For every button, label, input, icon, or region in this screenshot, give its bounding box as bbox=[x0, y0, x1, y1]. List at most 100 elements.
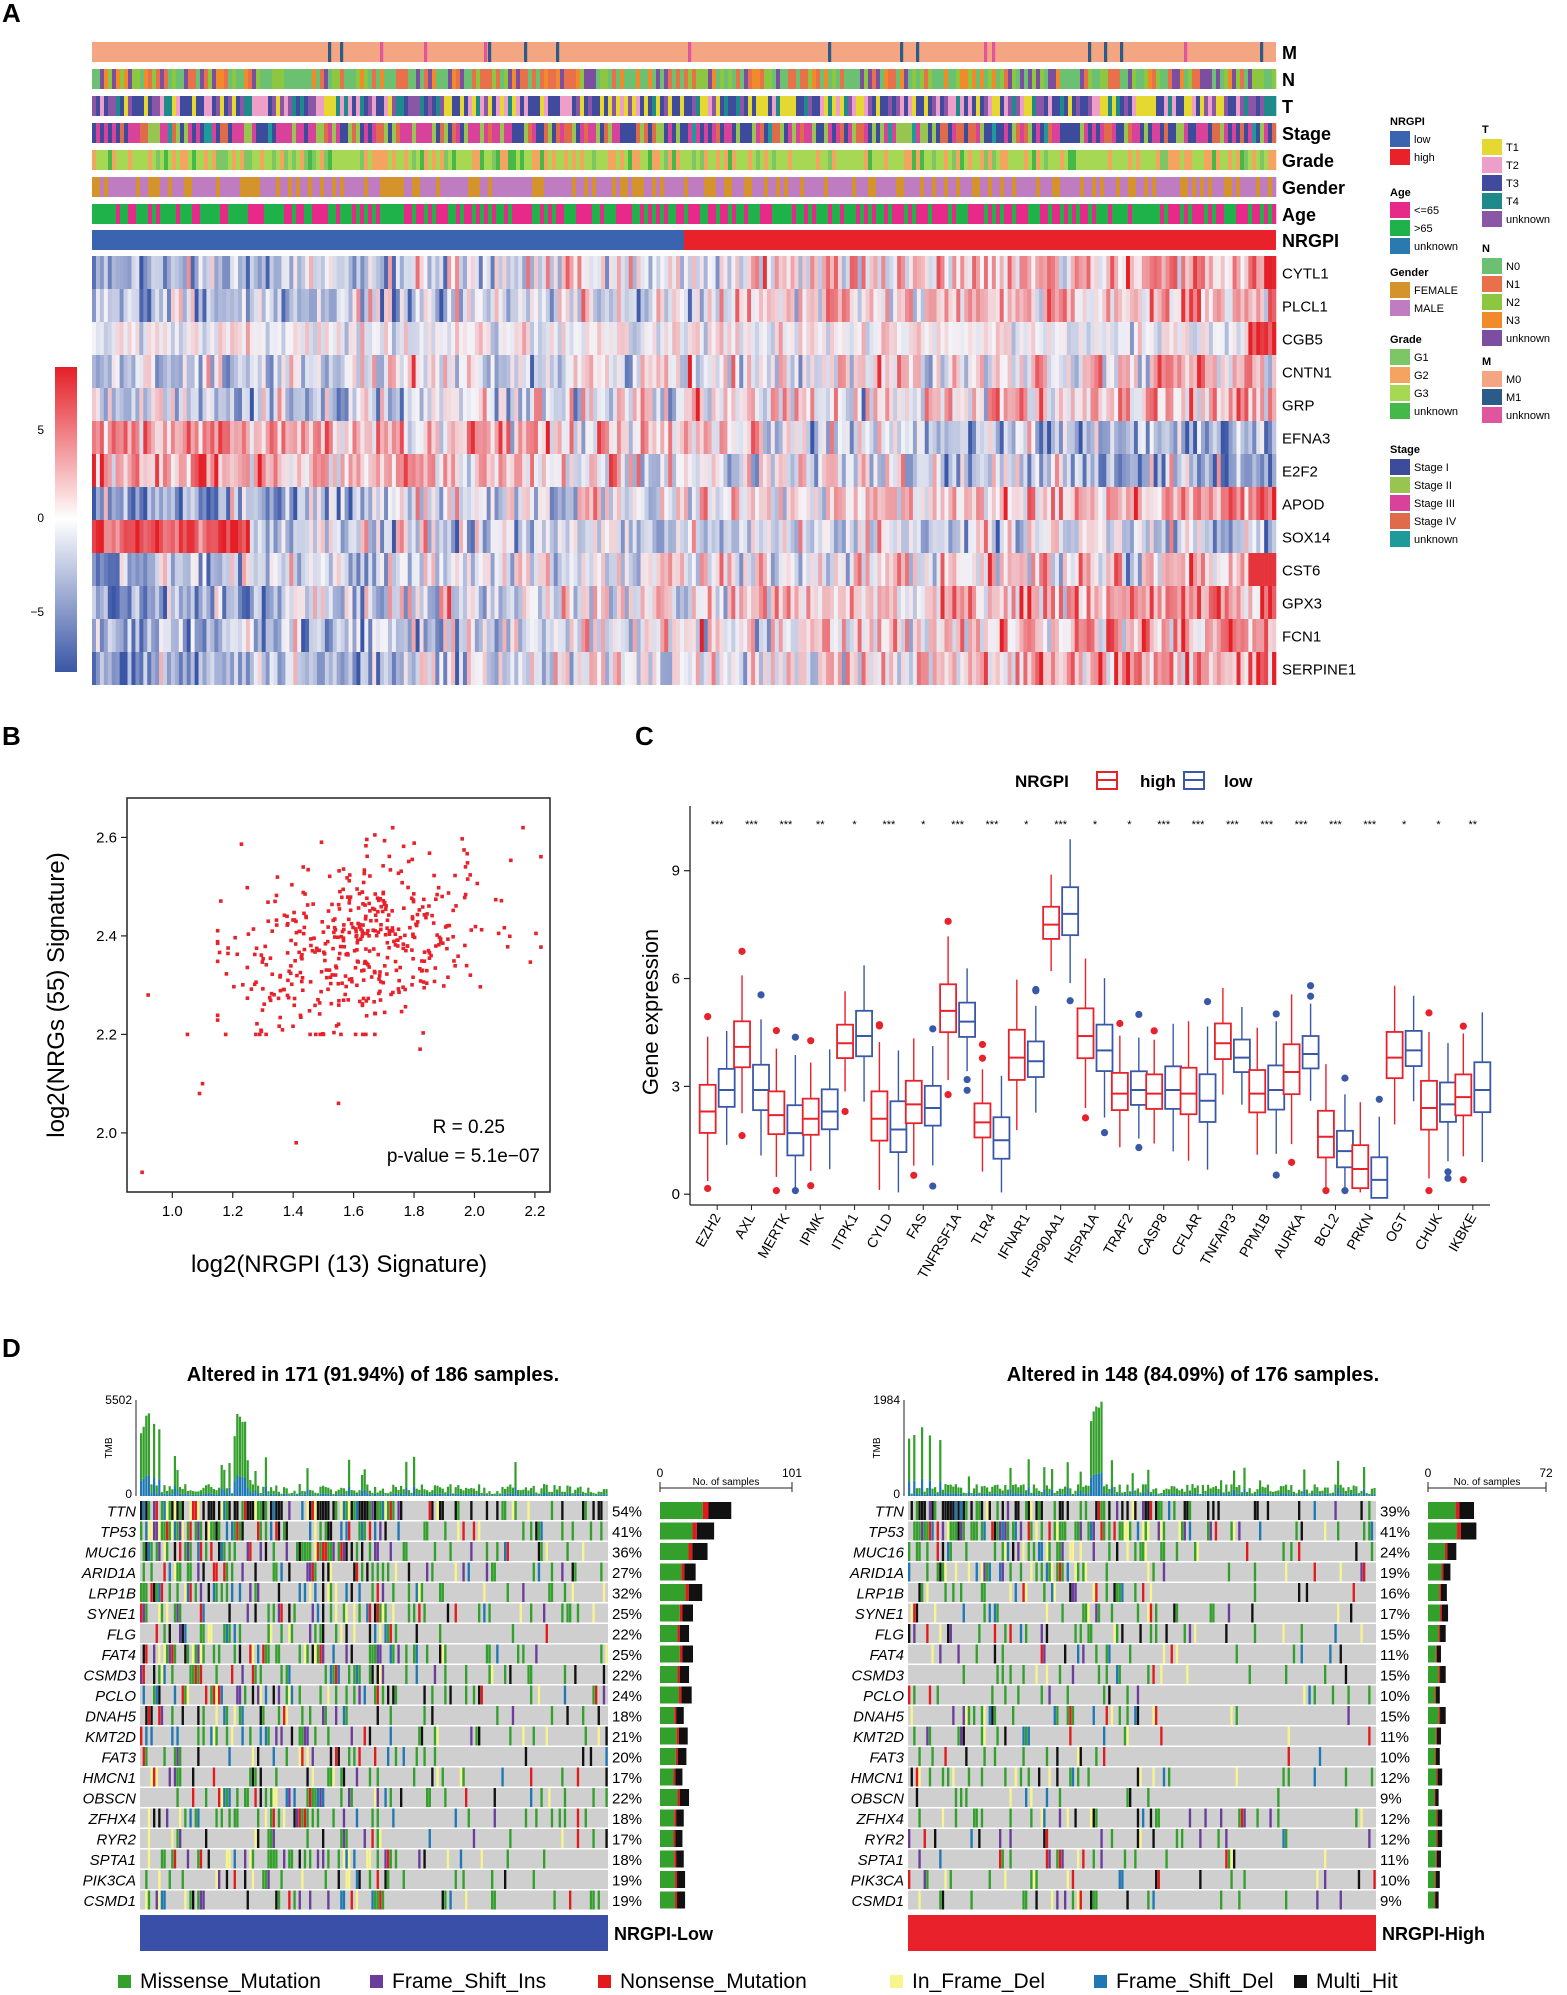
track-t-cell bbox=[836, 96, 841, 116]
track-grade-cell bbox=[264, 150, 269, 170]
heatmap-cell bbox=[92, 289, 97, 322]
heatmap-cell bbox=[139, 487, 144, 520]
heatmap-cell bbox=[837, 256, 843, 289]
track-grade-cell bbox=[304, 150, 309, 170]
track-stage-cell bbox=[1108, 123, 1113, 143]
heatmap-cell bbox=[778, 322, 783, 355]
heatmap-cell bbox=[139, 289, 144, 322]
track-n-cell bbox=[988, 69, 993, 89]
heatmap-cell bbox=[1252, 553, 1257, 586]
heatmap-cell bbox=[1122, 289, 1127, 322]
heatmap-cell bbox=[147, 454, 152, 487]
heatmap-cell bbox=[877, 454, 882, 487]
track-gender-cell bbox=[1228, 177, 1233, 197]
heatmap-cell bbox=[1102, 520, 1107, 553]
track-t-cell bbox=[760, 96, 765, 116]
heatmap-cell bbox=[609, 421, 614, 454]
heatmap-cell bbox=[443, 355, 448, 388]
heatmap-cell bbox=[1070, 487, 1076, 520]
heatmap-cell bbox=[640, 454, 645, 487]
heatmap-cell bbox=[313, 553, 318, 586]
track-t-cell bbox=[936, 96, 941, 116]
heatmap-cell bbox=[672, 256, 677, 289]
track-gender-cell bbox=[596, 177, 601, 197]
heatmap-cell bbox=[320, 322, 326, 355]
heatmap-cell bbox=[403, 586, 409, 619]
heatmap-cell bbox=[1043, 421, 1048, 454]
heatmap-cell bbox=[174, 256, 180, 289]
heatmap-cell bbox=[245, 586, 251, 619]
track-t-cell bbox=[736, 96, 741, 116]
track-age-cell bbox=[800, 204, 805, 224]
heatmap-cell bbox=[470, 487, 476, 520]
track-stage-cell bbox=[1248, 123, 1253, 143]
heatmap-cell bbox=[1039, 355, 1044, 388]
heatmap-cell bbox=[695, 421, 701, 454]
heatmap-cell bbox=[166, 421, 172, 454]
heatmap-cell bbox=[309, 322, 314, 355]
track-age-cell bbox=[1236, 204, 1241, 224]
track-n-cell bbox=[536, 69, 541, 89]
heatmap-cell bbox=[238, 553, 243, 586]
heatmap-cell bbox=[656, 322, 661, 355]
heatmap-cell bbox=[230, 322, 235, 355]
heatmap-cell bbox=[1185, 256, 1190, 289]
track-age-cell bbox=[1244, 204, 1249, 224]
heatmap-cell bbox=[944, 322, 949, 355]
heatmap-cell bbox=[1272, 322, 1277, 355]
heatmap-cell bbox=[1058, 322, 1064, 355]
heatmap-cell bbox=[1181, 322, 1186, 355]
heatmap-cell bbox=[1185, 289, 1190, 322]
track-m-cell bbox=[916, 42, 920, 62]
track-t-cell bbox=[316, 96, 321, 116]
heatmap-cell bbox=[916, 421, 922, 454]
heatmap-cell bbox=[873, 520, 878, 553]
heatmap-cell bbox=[1169, 355, 1174, 388]
heatmap-cell bbox=[111, 454, 116, 487]
heatmap-cell bbox=[719, 388, 724, 421]
heatmap-cell bbox=[707, 454, 712, 487]
heatmap-cell bbox=[151, 388, 156, 421]
heatmap-cell bbox=[1240, 388, 1245, 421]
track-age-cell bbox=[208, 204, 213, 224]
heatmap-cell bbox=[1047, 256, 1052, 289]
heatmap-cell bbox=[1058, 487, 1064, 520]
heatmap-cell bbox=[309, 355, 314, 388]
track-stage-cell bbox=[312, 123, 317, 143]
track-t-cell bbox=[672, 96, 677, 116]
heatmap-cell bbox=[143, 388, 148, 421]
track-gender-cell bbox=[148, 177, 153, 197]
heatmap-cell bbox=[1256, 289, 1261, 322]
heatmap-cell bbox=[151, 553, 156, 586]
heatmap-cell bbox=[391, 520, 397, 553]
heatmap-cell bbox=[103, 289, 109, 322]
track-grade-cell bbox=[1056, 150, 1061, 170]
heatmap-cell bbox=[668, 355, 673, 388]
heatmap-cell bbox=[830, 322, 835, 355]
heatmap-cell bbox=[320, 487, 326, 520]
track-gender-cell bbox=[732, 177, 737, 197]
track-t-cell bbox=[1264, 96, 1269, 116]
track-gender-cell bbox=[676, 177, 681, 197]
heatmap-cell bbox=[581, 289, 586, 322]
track-grade-cell bbox=[1244, 150, 1249, 170]
heatmap-cell bbox=[285, 355, 290, 388]
track-age-cell bbox=[1232, 204, 1237, 224]
heatmap-cell bbox=[597, 256, 602, 289]
heatmap-cell bbox=[226, 355, 231, 388]
heatmap-cell bbox=[557, 322, 562, 355]
heatmap-cell bbox=[905, 256, 910, 289]
heatmap-cell bbox=[419, 454, 424, 487]
track-t-cell bbox=[848, 96, 853, 116]
heatmap-cell bbox=[723, 322, 728, 355]
track-gender-cell bbox=[624, 177, 629, 197]
heatmap-cell bbox=[518, 289, 523, 322]
heatmap-cell bbox=[853, 421, 858, 454]
heatmap-cell bbox=[573, 520, 578, 553]
heatmap-cell bbox=[526, 322, 531, 355]
track-stage-cell bbox=[800, 123, 805, 143]
track-n-cell bbox=[700, 69, 705, 89]
heatmap-cell bbox=[482, 586, 487, 619]
heatmap-cell bbox=[344, 421, 349, 454]
track-t-cell bbox=[172, 96, 177, 116]
